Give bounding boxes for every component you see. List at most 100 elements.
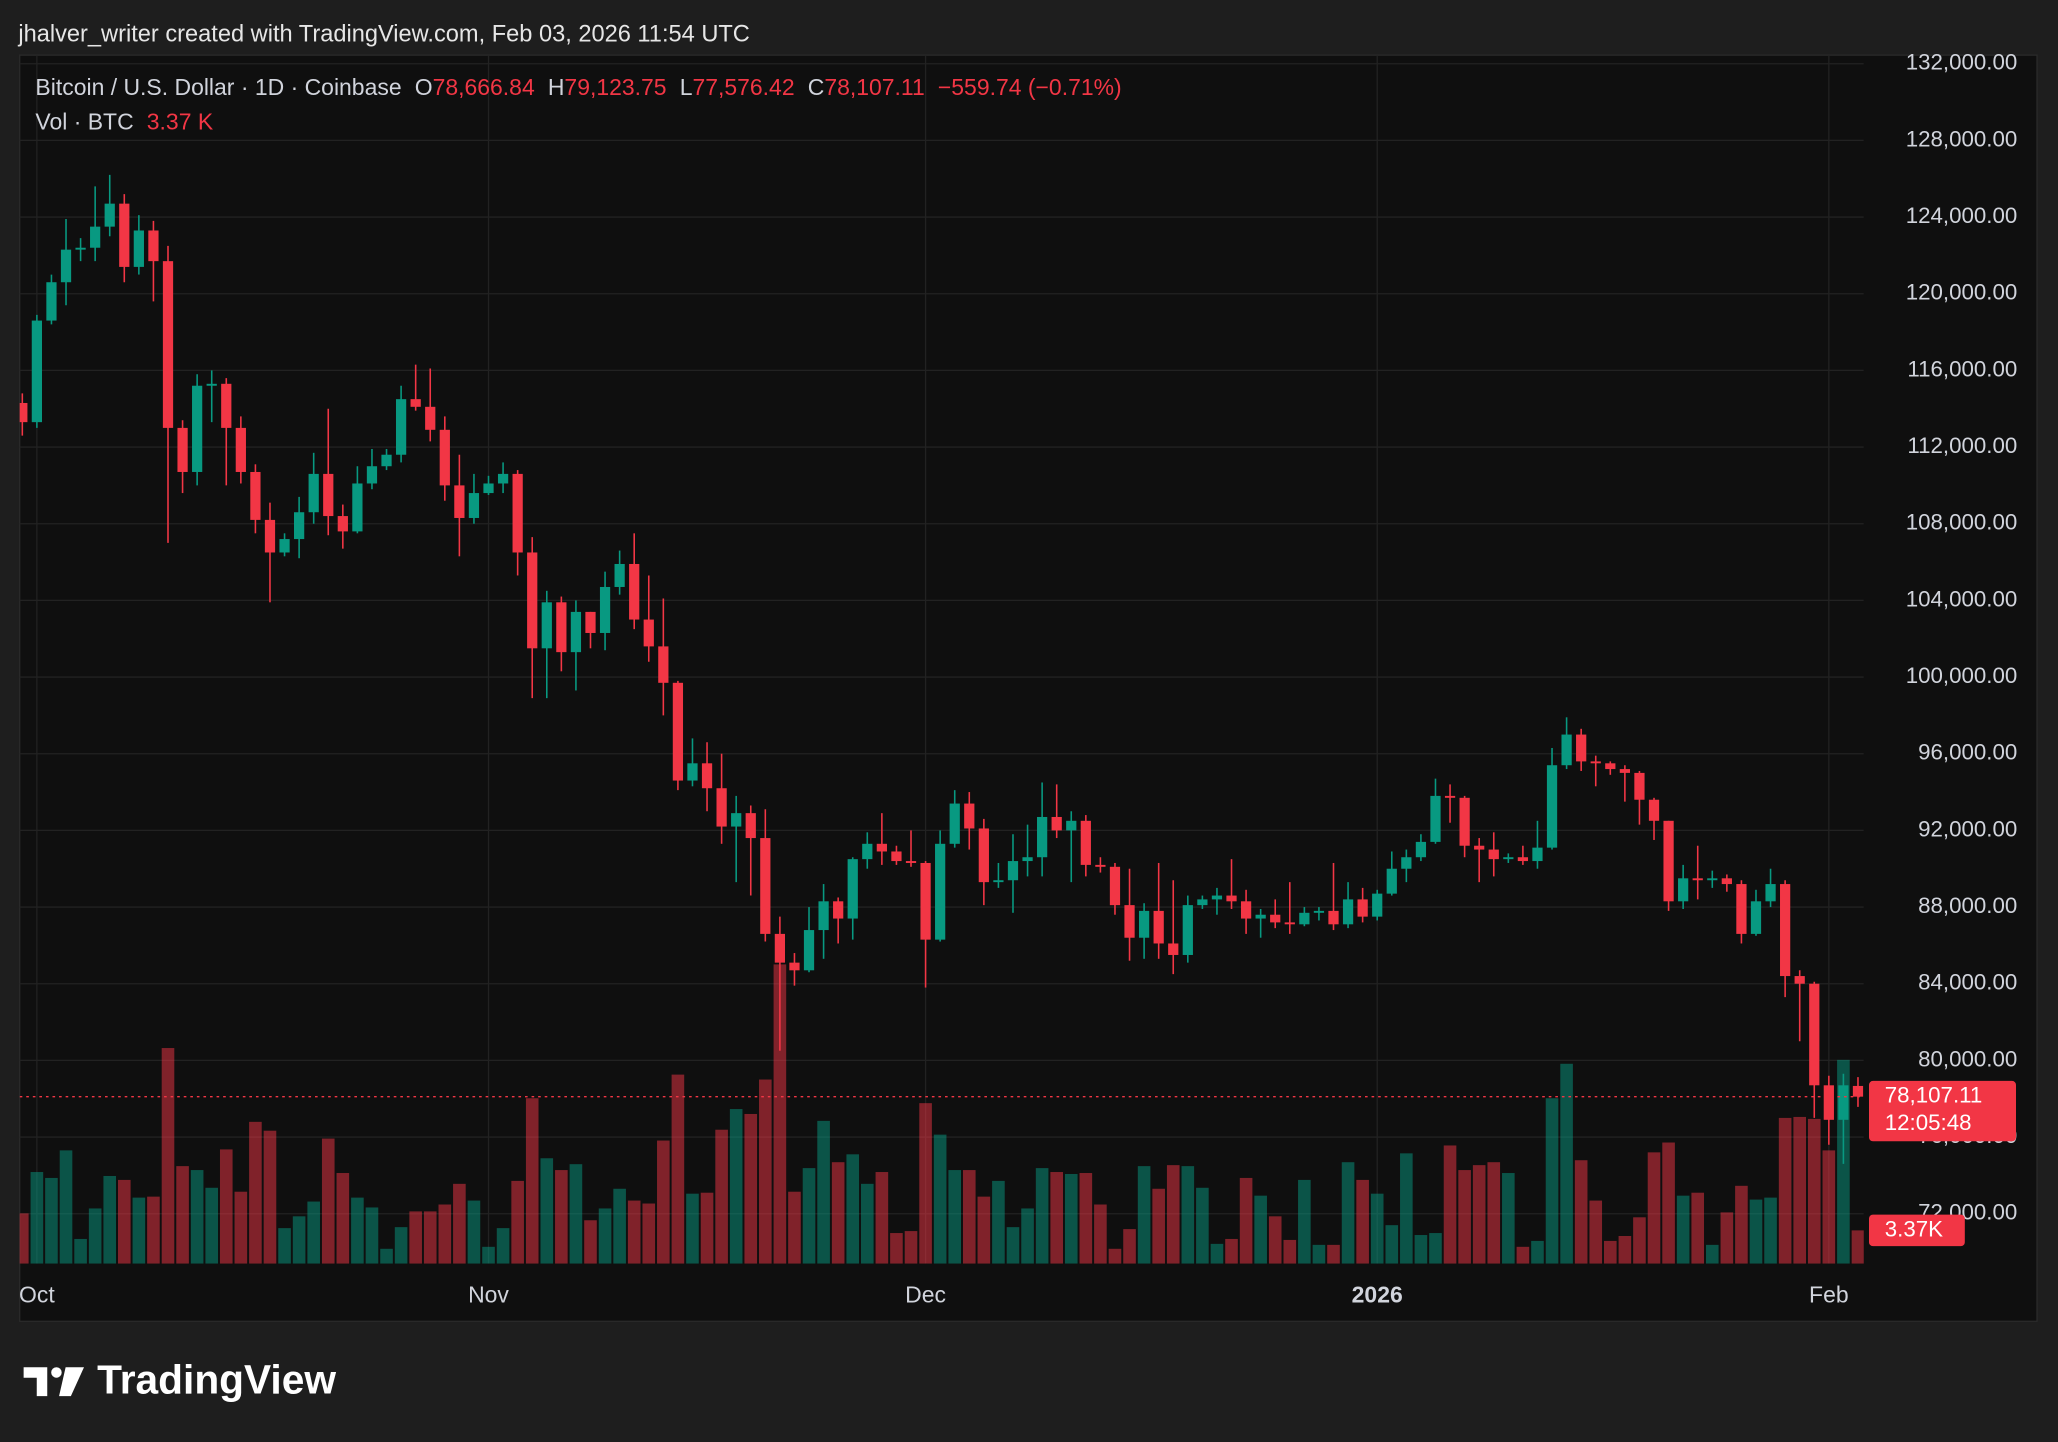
volume-bar xyxy=(482,1246,495,1264)
candle-body xyxy=(1007,861,1019,881)
volume-legend: Vol · BTC 3.37 K xyxy=(35,108,213,134)
candle-body xyxy=(1721,878,1732,885)
candle-body xyxy=(570,611,582,653)
volume-bar xyxy=(1618,1236,1632,1264)
volume-bar xyxy=(875,1172,889,1264)
candle-body xyxy=(497,473,509,484)
y-tick-label: 128,000.00 xyxy=(1906,126,2018,151)
open-value: 78,666.84 xyxy=(433,74,535,100)
candle-body xyxy=(1576,734,1587,762)
candle-body xyxy=(527,552,538,649)
time-axis: Oct Nov Dec 2026 Feb xyxy=(20,1281,1849,1307)
candle-body xyxy=(1357,899,1368,917)
candle-body xyxy=(1328,910,1339,925)
x-tick-label: Feb xyxy=(1809,1281,1849,1307)
price-label-box xyxy=(1869,1080,2016,1142)
candle-body xyxy=(862,843,873,860)
volume-bar xyxy=(292,1216,306,1264)
volume-bar xyxy=(176,1166,189,1264)
legend-line: Bitcoin / U.S. Dollar · 1D · Coinbase O78… xyxy=(35,74,1121,100)
candle-body xyxy=(1765,884,1776,902)
candle-body xyxy=(1852,1085,1864,1097)
high-value: 79,123.75 xyxy=(564,74,666,100)
volume-bar xyxy=(1166,1165,1180,1264)
candle-body xyxy=(1546,765,1558,848)
candle-body xyxy=(614,563,625,587)
volume-bar xyxy=(511,1180,524,1264)
candle-body xyxy=(1080,820,1091,865)
volume-bar xyxy=(132,1197,146,1264)
volume-label: 3.37K xyxy=(1885,1216,1943,1241)
candle-body xyxy=(60,249,72,283)
candle-body xyxy=(366,466,378,484)
logo: TradingView xyxy=(23,1357,336,1403)
candle-body xyxy=(949,803,960,844)
volume-bar xyxy=(817,1120,830,1264)
candle-body xyxy=(978,828,989,883)
candles xyxy=(19,174,1864,1164)
chart-panel xyxy=(19,54,2038,1322)
candle-body xyxy=(1444,795,1456,798)
y-tick-label: 104,000.00 xyxy=(1906,586,2018,611)
candle-body xyxy=(745,813,756,839)
volume-bar xyxy=(19,1213,29,1264)
candle-body xyxy=(1678,878,1689,902)
candle-body xyxy=(264,519,276,553)
volume-bar xyxy=(161,1048,175,1264)
candle-body xyxy=(1488,849,1499,860)
candle-body xyxy=(847,859,858,919)
candle-body xyxy=(1663,820,1674,902)
volume-bar xyxy=(1633,1217,1646,1264)
volume-bar xyxy=(1341,1162,1355,1264)
volume-bar xyxy=(1181,1166,1195,1264)
volume-bar xyxy=(1822,1150,1836,1264)
volume-bar xyxy=(1720,1212,1734,1264)
candle-body xyxy=(31,320,42,423)
volume-bar xyxy=(1094,1204,1107,1264)
high-key: H xyxy=(548,74,565,100)
candle-body xyxy=(1750,901,1762,934)
candle-body xyxy=(1037,816,1048,858)
candle-body xyxy=(148,230,159,262)
volume-bar xyxy=(1152,1188,1165,1264)
candle-body xyxy=(1401,857,1412,869)
candle-body xyxy=(1182,905,1193,955)
volume-bar xyxy=(1531,1240,1544,1264)
x-tick-label: Dec xyxy=(905,1281,946,1307)
candle-body xyxy=(1707,878,1718,881)
candle-body xyxy=(1532,847,1543,862)
volume-bar xyxy=(74,1238,87,1264)
candle-body xyxy=(439,429,450,486)
candle-body xyxy=(512,473,523,553)
candle-body xyxy=(1619,769,1630,773)
candle-body xyxy=(1313,910,1325,913)
candle-body xyxy=(687,763,698,781)
y-tick-label: 124,000.00 xyxy=(1906,203,2018,228)
candle-body xyxy=(192,385,203,472)
volume-bar xyxy=(1050,1172,1063,1264)
volume-bar xyxy=(1006,1227,1020,1264)
candle-body xyxy=(629,563,640,620)
volume-bar xyxy=(1574,1160,1588,1264)
candle-body xyxy=(1124,905,1135,938)
candle-body xyxy=(323,473,334,517)
candle-body xyxy=(381,454,392,467)
candle-body xyxy=(556,602,567,653)
y-tick-label: 96,000.00 xyxy=(1918,740,2017,765)
volume-bar xyxy=(569,1164,583,1264)
candle-body xyxy=(599,586,611,633)
volume-bar xyxy=(1604,1240,1617,1264)
symbol: Bitcoin / U.S. Dollar · 1D · Coinbase xyxy=(35,74,401,100)
volume-bar xyxy=(1764,1197,1777,1264)
candle-body xyxy=(1197,899,1208,906)
volume-bar xyxy=(1298,1179,1311,1264)
volume-bar xyxy=(613,1188,626,1264)
candle-body xyxy=(75,247,86,250)
volume-bar xyxy=(904,1231,918,1264)
volume-bar xyxy=(1123,1229,1136,1264)
candle-body xyxy=(935,843,946,940)
volume-bar xyxy=(1283,1239,1297,1264)
candle-body xyxy=(425,406,436,430)
volume-bar xyxy=(1327,1244,1340,1264)
candle-body xyxy=(716,788,727,827)
